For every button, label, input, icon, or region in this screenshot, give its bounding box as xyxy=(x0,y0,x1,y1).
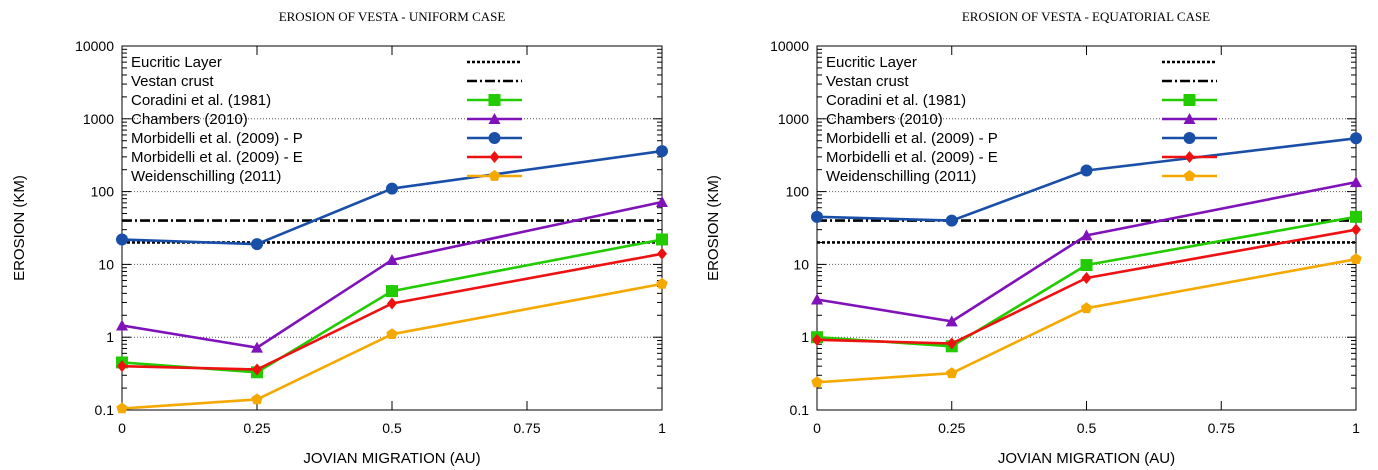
data-point xyxy=(1080,259,1093,272)
series-line xyxy=(816,137,1357,222)
series-line xyxy=(816,228,1357,345)
series-line xyxy=(816,180,1357,323)
data-point xyxy=(811,210,823,223)
data-point xyxy=(116,402,128,414)
data-point xyxy=(252,363,262,376)
x-tick-label: 0.5 xyxy=(1077,420,1097,436)
data-point xyxy=(251,341,263,353)
legend-marker xyxy=(489,151,500,163)
data-point xyxy=(1351,223,1361,236)
legend-label: Chambers (2010) xyxy=(131,111,248,128)
data-point xyxy=(945,214,958,227)
y-tick-label: 1 xyxy=(801,329,809,345)
legend-label: Coradini et al. (1981) xyxy=(131,92,271,109)
data-point xyxy=(656,195,668,207)
data-point xyxy=(117,360,127,373)
x-tick-label: 0 xyxy=(813,420,821,436)
y-tick-label: 1000 xyxy=(778,111,809,127)
data-point xyxy=(116,233,128,246)
series-line xyxy=(121,149,663,246)
legend-label: Weidenschilling (2011) xyxy=(131,168,281,185)
data-point xyxy=(811,376,823,388)
legend-marker xyxy=(1183,132,1196,144)
data-point xyxy=(386,182,398,195)
x-tick-label: 1 xyxy=(1352,420,1360,436)
y-tick-label: 0.1 xyxy=(95,402,115,418)
y-tick-label: 10 xyxy=(793,256,809,272)
data-point xyxy=(1080,164,1093,177)
data-point xyxy=(811,293,823,305)
series-line xyxy=(121,200,663,349)
data-point xyxy=(656,233,668,246)
data-point xyxy=(656,145,668,158)
x-tick-label: 0 xyxy=(118,420,126,436)
legend-label: Morbidelli et al. (2009) - P xyxy=(131,130,303,147)
x-tick-label: 0.5 xyxy=(382,420,402,436)
legend-label: Vestan crust xyxy=(131,73,214,90)
data-point xyxy=(946,337,957,350)
y-tick-label: 100 xyxy=(91,184,115,200)
y-tick-label: 100 xyxy=(786,184,810,200)
data-point xyxy=(1080,302,1093,314)
y-tick-label: 1 xyxy=(106,329,114,345)
legend-marker xyxy=(488,94,501,106)
series-line xyxy=(121,282,663,410)
legend-label: Weidenschilling (2011) xyxy=(826,168,976,185)
data-point xyxy=(386,253,398,265)
series-line xyxy=(816,257,1357,384)
chart-uniform-case: EROSION OF VESTA - UNIFORM CASE0.1110100… xyxy=(11,9,668,467)
chart-title: EROSION OF VESTA - UNIFORM CASE xyxy=(279,9,506,24)
legend-marker xyxy=(488,113,501,124)
x-tick-label: 0.75 xyxy=(1208,420,1235,436)
data-point xyxy=(945,315,958,327)
legend-label: Chambers (2010) xyxy=(826,111,943,128)
legend-marker xyxy=(1183,113,1196,124)
legend-label: Morbidelli et al. (2009) - E xyxy=(131,149,303,166)
chart-title: EROSION OF VESTA - EQUATORIAL CASE xyxy=(962,9,1210,24)
legend-label: Eucritic Layer xyxy=(131,54,222,71)
data-point xyxy=(386,285,398,298)
legend-marker xyxy=(1183,94,1196,106)
legend-label: Morbidelli et al. (2009) - P xyxy=(826,130,998,147)
y-tick-label: 0.1 xyxy=(790,402,810,418)
data-point xyxy=(656,277,668,289)
chart-equatorial-case: EROSION OF VESTA - EQUATORIAL CASE0.1110… xyxy=(705,9,1362,467)
y-axis-label: EROSION (KM) xyxy=(705,175,722,281)
data-point xyxy=(812,333,822,346)
data-point xyxy=(386,328,398,339)
data-point xyxy=(1350,176,1362,188)
data-point xyxy=(251,238,263,251)
data-point xyxy=(946,367,958,379)
y-tick-label: 10000 xyxy=(75,38,114,54)
data-point xyxy=(1080,229,1093,241)
x-axis-label: JOVIAN MIGRATION (AU) xyxy=(303,450,480,467)
legend-marker xyxy=(488,170,501,181)
x-tick-label: 0.25 xyxy=(243,420,270,436)
x-tick-label: 0.25 xyxy=(938,420,965,436)
x-axis-label: JOVIAN MIGRATION (AU) xyxy=(998,450,1175,467)
data-point xyxy=(387,297,397,310)
data-point xyxy=(116,319,128,331)
x-tick-label: 0.75 xyxy=(513,420,540,436)
legend-label: Eucritic Layer xyxy=(826,54,917,71)
data-point xyxy=(251,393,263,405)
data-point xyxy=(1081,272,1092,285)
data-point xyxy=(1350,132,1362,145)
legend-label: Vestan crust xyxy=(826,73,909,90)
y-axis-label: EROSION (KM) xyxy=(11,175,28,281)
y-tick-label: 10 xyxy=(98,256,114,272)
data-point xyxy=(1350,253,1362,264)
legend-marker xyxy=(488,132,501,144)
legend-label: Morbidelli et al. (2009) - E xyxy=(826,149,998,166)
series-line xyxy=(121,252,663,371)
x-tick-label: 1 xyxy=(658,420,666,436)
y-tick-label: 10000 xyxy=(770,38,809,54)
y-tick-label: 1000 xyxy=(83,111,114,127)
legend-marker xyxy=(1183,170,1196,181)
legend-label: Coradini et al. (1981) xyxy=(826,92,966,109)
data-point xyxy=(1350,210,1362,223)
data-point xyxy=(657,247,667,260)
legend-marker xyxy=(1184,151,1195,163)
